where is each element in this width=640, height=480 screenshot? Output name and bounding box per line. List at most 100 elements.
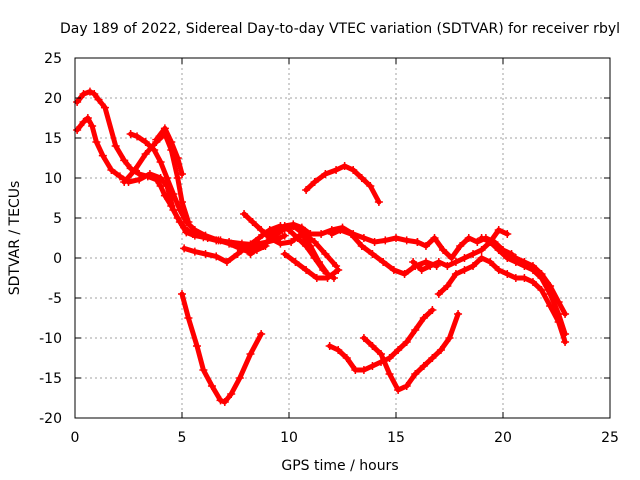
y-tick-label: -15	[39, 371, 62, 387]
data-point	[447, 254, 456, 262]
data-point	[73, 98, 82, 106]
data-point	[394, 346, 403, 354]
y-tick-label: -10	[39, 331, 62, 347]
data-point	[267, 234, 276, 242]
data-point	[184, 218, 193, 226]
data-point	[374, 198, 383, 206]
data-point	[402, 382, 411, 390]
x-tick-label: 0	[71, 430, 80, 446]
data-point	[392, 234, 400, 242]
data-point	[511, 274, 520, 282]
data-point	[310, 238, 319, 246]
data-point	[212, 252, 221, 261]
data-point	[73, 126, 82, 134]
data-point	[451, 270, 460, 278]
data-point	[336, 226, 345, 234]
data-point	[494, 266, 503, 274]
y-tick-label: 25	[44, 51, 62, 67]
data-point	[201, 231, 210, 240]
data-point	[428, 306, 437, 314]
data-point	[240, 210, 249, 218]
data-point	[120, 178, 129, 186]
data-point	[385, 354, 394, 362]
data-point	[90, 90, 99, 98]
chart-title: Day 189 of 2022, Sidereal Day-to-day VTE…	[60, 21, 620, 37]
y-tick-label: -20	[39, 411, 62, 427]
x-tick-label: 5	[178, 430, 187, 446]
data-point	[126, 130, 135, 138]
data-point	[120, 156, 129, 165]
data-point	[417, 266, 426, 274]
data-point	[342, 354, 351, 362]
data-point	[169, 190, 178, 198]
data-point	[94, 95, 103, 104]
data-point	[180, 244, 189, 253]
series-line	[361, 311, 461, 393]
data-point	[79, 90, 88, 98]
data-point	[473, 238, 482, 246]
data-point	[107, 166, 116, 174]
data-point	[257, 330, 266, 338]
series-arc-5	[152, 124, 186, 178]
data-point	[334, 266, 343, 274]
data-point	[287, 238, 296, 246]
data-point	[173, 174, 182, 182]
data-point	[439, 246, 448, 254]
data-point	[434, 258, 443, 266]
data-point	[83, 114, 92, 122]
data-point	[178, 198, 186, 206]
data-point	[310, 178, 319, 186]
data-point	[351, 366, 360, 374]
data-point	[152, 135, 161, 144]
x-tick-label: 15	[387, 430, 405, 446]
data-point	[554, 298, 563, 306]
data-point	[160, 124, 169, 133]
data-point	[445, 334, 454, 342]
data-point	[430, 234, 439, 242]
y-tick-label: -5	[48, 291, 62, 307]
series-line	[414, 235, 515, 261]
data-point	[340, 162, 349, 170]
data-point	[332, 166, 341, 174]
data-point	[141, 150, 150, 158]
series-arc-18	[434, 254, 570, 346]
data-point	[528, 262, 537, 270]
y-tick-label: 10	[44, 171, 62, 187]
data-point	[302, 266, 311, 274]
data-point	[419, 362, 428, 370]
data-point	[323, 274, 332, 282]
data-point	[537, 270, 546, 278]
data-point	[207, 382, 216, 390]
data-point	[503, 270, 512, 278]
data-point	[389, 266, 398, 274]
grid-lines	[75, 58, 610, 418]
data-point	[135, 175, 144, 184]
data-point	[494, 246, 503, 254]
data-point	[520, 274, 529, 282]
data-point	[314, 258, 323, 266]
data-point	[225, 239, 234, 248]
series-arc-12	[302, 162, 383, 206]
data-point	[141, 138, 150, 146]
data-point	[469, 262, 478, 270]
series-line	[436, 255, 568, 345]
data-point	[528, 278, 537, 286]
data-point	[190, 247, 199, 256]
data-point	[561, 310, 570, 318]
data-point	[257, 242, 266, 250]
data-point	[289, 222, 298, 230]
data-point	[79, 118, 88, 126]
data-point	[421, 242, 430, 250]
y-tick-label: 20	[44, 91, 62, 107]
data-point	[368, 342, 377, 350]
series-layer	[73, 87, 570, 406]
series-line	[303, 163, 382, 205]
data-point	[486, 238, 495, 246]
data-point	[413, 238, 422, 246]
data-point	[469, 250, 478, 258]
data-point	[280, 250, 289, 258]
data-point	[443, 282, 452, 290]
data-point	[325, 342, 334, 350]
data-point	[368, 250, 377, 258]
data-point	[214, 236, 223, 245]
